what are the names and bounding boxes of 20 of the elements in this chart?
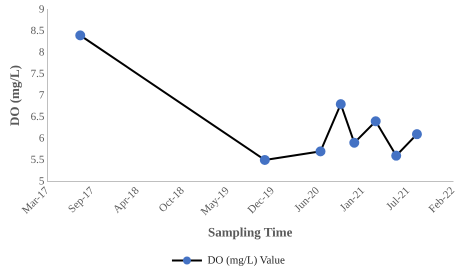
y-axis-title: DO (mg/L): [7, 65, 22, 126]
y-tick-label: 5: [38, 175, 45, 188]
y-tick-label: 6: [38, 132, 45, 144]
point: [315, 146, 326, 156]
y-tick-label: 5.5: [30, 154, 45, 166]
legend-label: DO (mg/L) Value: [207, 254, 285, 266]
y-tick-label: 9: [38, 3, 45, 16]
point: [370, 116, 381, 126]
y-tick-label: 7.5: [30, 68, 45, 80]
y-tick-label: 8: [38, 46, 45, 58]
x-axis-title: Sampling Time: [208, 224, 293, 240]
y-tick-label: 6.5: [30, 110, 45, 123]
point: [260, 154, 270, 165]
y-tick-label: 7: [38, 89, 45, 102]
point: [75, 30, 86, 40]
point: [412, 129, 422, 140]
point: [336, 99, 346, 110]
y-tick-label: 8.5: [30, 24, 45, 37]
point: [349, 138, 360, 148]
point: [391, 150, 402, 161]
